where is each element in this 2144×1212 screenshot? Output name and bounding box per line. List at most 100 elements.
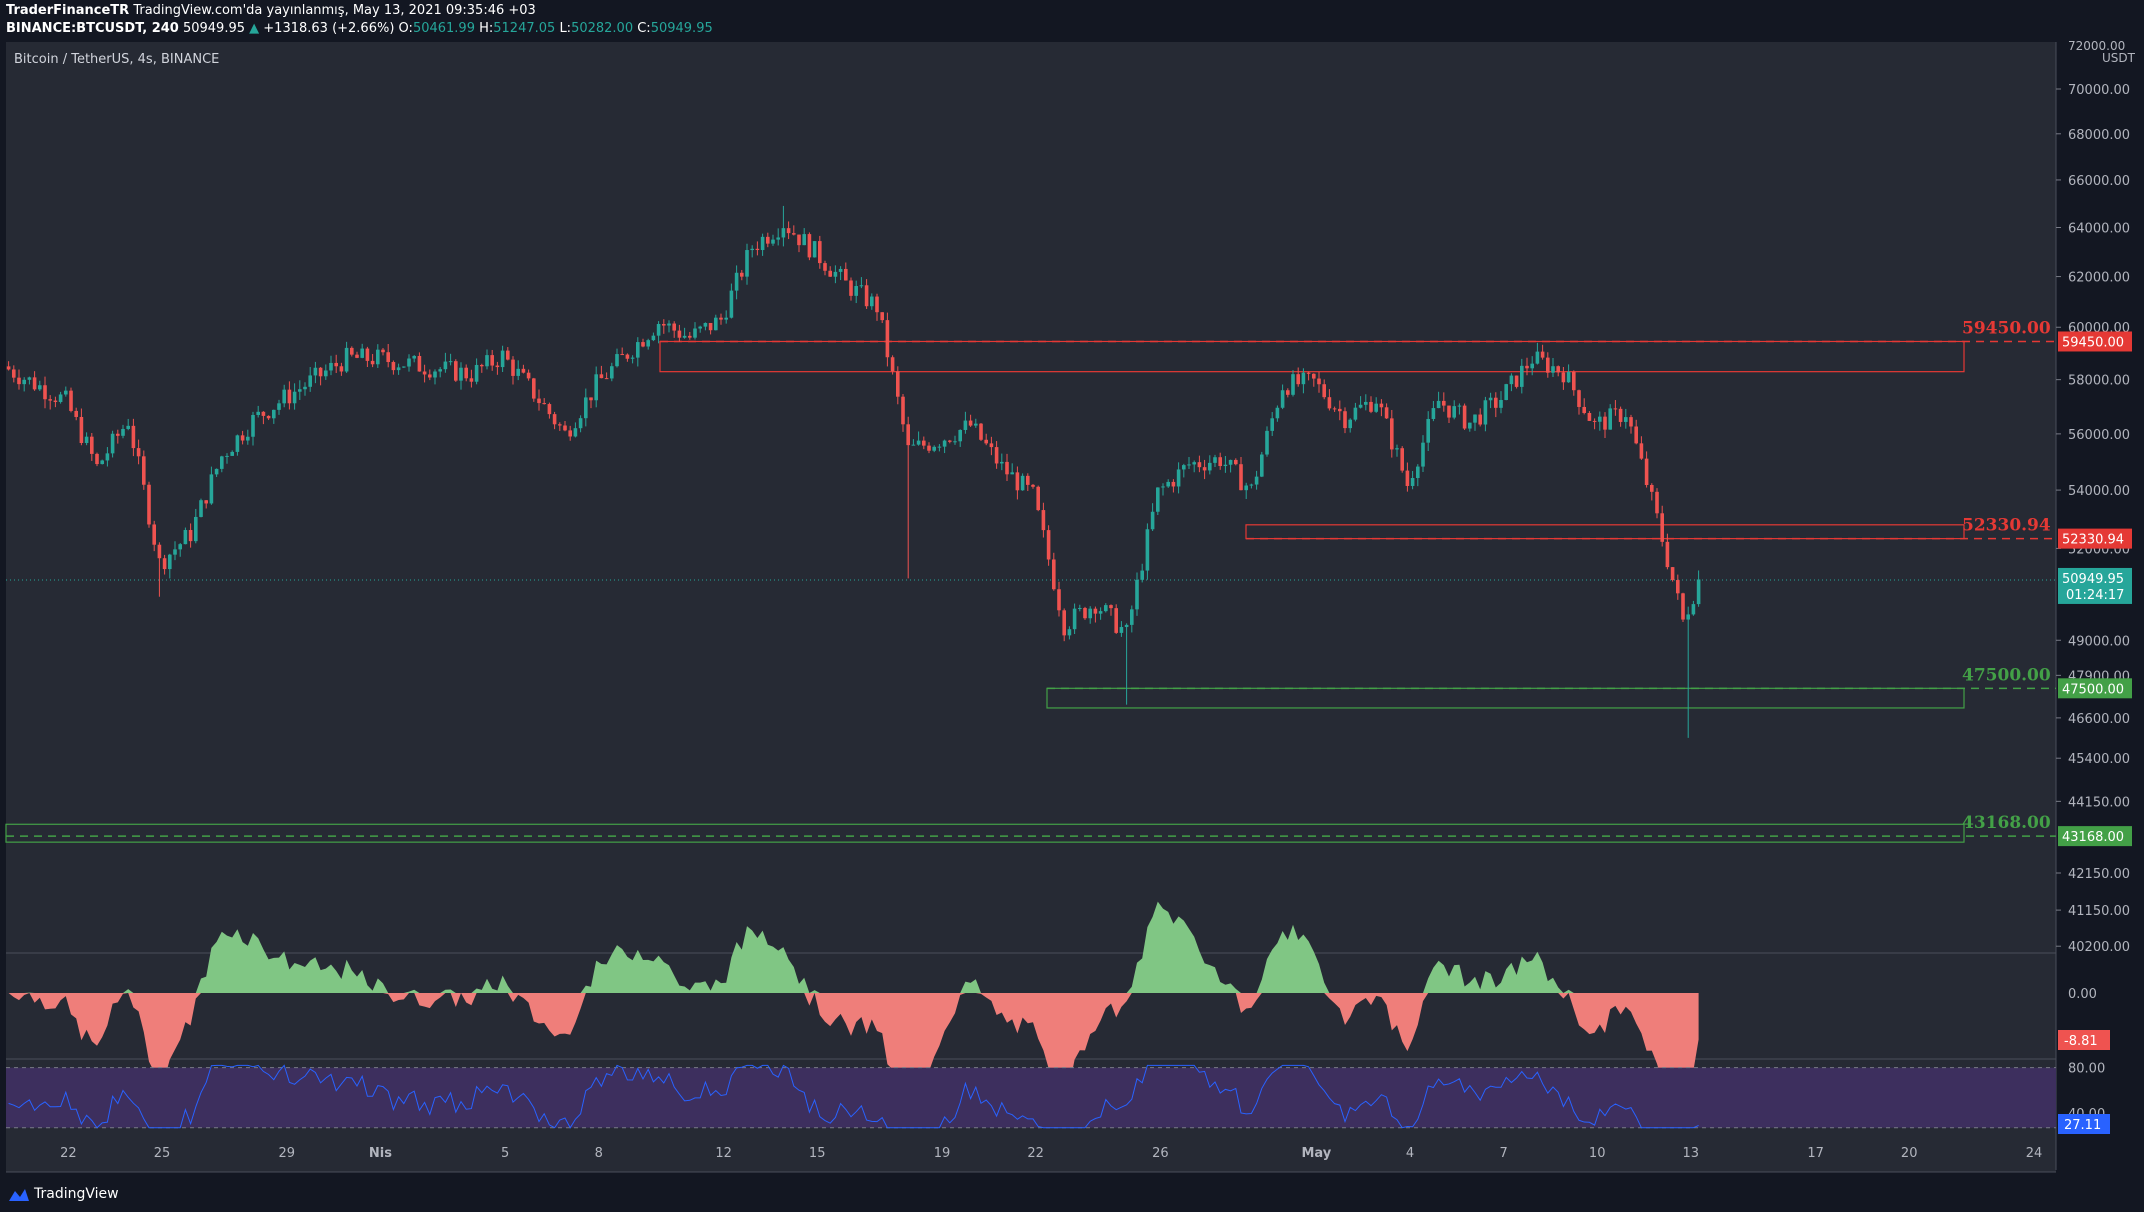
candle-body xyxy=(854,286,858,296)
candle-body xyxy=(370,360,375,365)
price-change: +1318.63 (+2.66%) xyxy=(263,21,395,36)
candle-body xyxy=(391,362,396,371)
candle-body xyxy=(1613,408,1618,410)
candle-body xyxy=(1644,458,1649,486)
candle-body xyxy=(360,348,364,358)
candle-body xyxy=(745,250,749,277)
candle-body xyxy=(594,374,598,401)
candle-body xyxy=(714,317,718,331)
price-tick-label: 62000.00 xyxy=(2068,271,2130,286)
candle-body xyxy=(329,362,333,371)
candle-body xyxy=(922,440,926,446)
candle-body xyxy=(1171,481,1176,487)
candle-body xyxy=(740,272,744,277)
price-tick-label: 68000.00 xyxy=(2068,128,2130,143)
candle-body xyxy=(500,350,505,368)
time-tick-label: 17 xyxy=(1807,1146,1824,1161)
candle-body xyxy=(1650,485,1654,492)
candle-body xyxy=(1135,579,1139,610)
candle-body xyxy=(1364,401,1368,405)
rsi-value-tag xyxy=(2058,1114,2110,1134)
candle-body xyxy=(1296,374,1300,385)
candle-body xyxy=(1046,530,1051,560)
candle-body xyxy=(552,414,557,425)
candle-body xyxy=(1291,374,1295,395)
candle-body xyxy=(344,347,349,372)
candle-body xyxy=(27,377,32,380)
price-tick-label: 56000.00 xyxy=(2068,428,2130,443)
candle-body xyxy=(1327,397,1332,409)
candle-body xyxy=(277,403,281,410)
time-tick-label: 7 xyxy=(1499,1146,1507,1161)
time-tick-label: 5 xyxy=(501,1146,509,1161)
time-tick-label: 13 xyxy=(1683,1146,1700,1161)
candle-body xyxy=(667,323,671,326)
candle-body xyxy=(1114,608,1118,633)
candle-body xyxy=(116,433,120,436)
candle-body xyxy=(1488,397,1493,401)
candle-body xyxy=(1119,627,1124,633)
candle-body xyxy=(1499,399,1503,408)
candle-body xyxy=(1410,477,1415,486)
candle-body xyxy=(682,335,687,338)
candle-body xyxy=(932,446,936,451)
oscillator-positive-area xyxy=(8,901,1699,993)
candle-body xyxy=(1655,491,1659,514)
candle-body xyxy=(521,368,526,373)
candle-body xyxy=(407,358,411,367)
candle-body xyxy=(1166,481,1170,487)
candle-body xyxy=(896,371,900,397)
candle-body xyxy=(292,391,297,404)
candle-body xyxy=(1104,605,1108,612)
candle-body xyxy=(324,370,328,377)
candle-body xyxy=(828,270,832,277)
candle-body xyxy=(474,364,479,382)
candle-body xyxy=(1436,400,1441,409)
candle-body xyxy=(1156,487,1160,512)
candle-body xyxy=(1483,400,1488,425)
candle-body xyxy=(646,340,650,347)
candle-body xyxy=(69,390,73,411)
candle-body xyxy=(1535,351,1540,364)
candle-body xyxy=(1468,422,1472,429)
candle-body xyxy=(17,377,21,385)
time-tick-label: 22 xyxy=(1027,1146,1044,1161)
candle-body xyxy=(417,355,422,372)
candle-body xyxy=(984,439,988,444)
author-name: TraderFinanceTR xyxy=(6,3,130,18)
candle-body xyxy=(1218,457,1222,467)
candle-body xyxy=(22,379,26,385)
ohlc-line: BINANCE:BTCUSDT, 240 50949.95 ▲ +1318.63… xyxy=(6,20,713,38)
candle-body xyxy=(1691,604,1696,615)
candle-body xyxy=(688,335,692,338)
candle-body xyxy=(266,415,271,419)
time-tick-label: 20 xyxy=(1901,1146,1918,1161)
candle-body xyxy=(1067,629,1072,636)
candle-body xyxy=(313,367,318,376)
candle-body xyxy=(802,234,806,246)
candle-body xyxy=(225,455,229,457)
candle-body xyxy=(1254,476,1259,485)
price-tick-label: 64000.00 xyxy=(2068,222,2130,237)
candle-body xyxy=(797,234,801,246)
candle-body xyxy=(1249,484,1254,486)
candle-body xyxy=(1078,607,1082,609)
candle-body xyxy=(168,554,172,570)
candle-body xyxy=(1062,610,1066,636)
candle-body xyxy=(490,355,494,366)
countdown-timer: 01:24:17 xyxy=(2066,588,2124,603)
candle-body xyxy=(230,451,234,456)
candle-body xyxy=(6,366,11,370)
candle-body xyxy=(625,354,630,359)
candle-body xyxy=(1551,366,1555,373)
candle-body xyxy=(1681,593,1685,620)
candle-body xyxy=(204,500,208,504)
candle-body xyxy=(1665,541,1670,568)
candle-body xyxy=(1348,419,1352,429)
price-axis-unit: USDT xyxy=(2102,51,2136,65)
candle-body xyxy=(90,436,94,454)
candle-body xyxy=(448,361,453,363)
candle-body xyxy=(136,448,141,457)
open-label: O: xyxy=(398,21,413,36)
